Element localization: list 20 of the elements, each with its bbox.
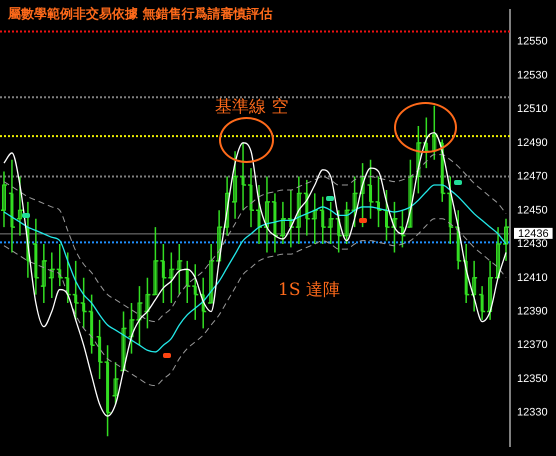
annotation: 1S 達陣 (278, 279, 340, 301)
y-tick-label: 12390 (517, 306, 548, 318)
y-tick-label: 12430 (517, 238, 548, 250)
y-tick-label: 12410 (517, 272, 548, 284)
y-tick-label: 12370 (517, 339, 548, 352)
line-series (3, 154, 507, 322)
annotation: 基準線 空 (215, 96, 288, 118)
y-tick-label: 12450 (517, 204, 548, 216)
y-tick-label: 12550 (517, 36, 548, 48)
y-tick-label: 12530 (517, 69, 548, 82)
y-tick-label: 12350 (517, 372, 548, 385)
line-series (3, 184, 507, 353)
line-series (3, 218, 507, 386)
chart-title: 屬數學範例非交易依據 無錯售行爲請審慎評估 (8, 6, 273, 23)
y-tick-label: 12490 (517, 136, 548, 149)
y-tick-label: 12330 (517, 406, 548, 419)
y-tick-label: 12470 (517, 170, 548, 183)
line-series (3, 132, 507, 417)
y-tick-label: 12510 (517, 103, 548, 116)
ref-line-label: 12436 (518, 228, 549, 240)
